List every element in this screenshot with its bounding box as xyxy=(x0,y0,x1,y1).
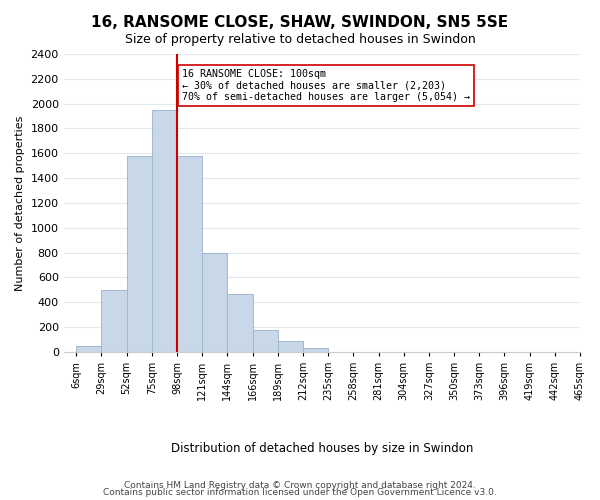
Bar xyxy=(253,330,278,352)
Bar xyxy=(303,348,328,352)
Bar xyxy=(227,294,253,352)
Bar xyxy=(278,341,303,352)
Bar xyxy=(202,252,227,352)
Bar xyxy=(177,156,202,352)
Bar xyxy=(152,110,177,352)
Text: Contains HM Land Registry data © Crown copyright and database right 2024.: Contains HM Land Registry data © Crown c… xyxy=(124,480,476,490)
Text: 16 RANSOME CLOSE: 100sqm
← 30% of detached houses are smaller (2,203)
70% of sem: 16 RANSOME CLOSE: 100sqm ← 30% of detach… xyxy=(182,69,470,102)
X-axis label: Distribution of detached houses by size in Swindon: Distribution of detached houses by size … xyxy=(170,442,473,455)
Text: 16, RANSOME CLOSE, SHAW, SWINDON, SN5 5SE: 16, RANSOME CLOSE, SHAW, SWINDON, SN5 5S… xyxy=(91,15,509,30)
Bar xyxy=(76,346,101,352)
Text: Contains public sector information licensed under the Open Government Licence v3: Contains public sector information licen… xyxy=(103,488,497,497)
Bar xyxy=(101,290,127,352)
Y-axis label: Number of detached properties: Number of detached properties xyxy=(15,116,25,290)
Bar xyxy=(127,156,152,352)
Text: Size of property relative to detached houses in Swindon: Size of property relative to detached ho… xyxy=(125,32,475,46)
